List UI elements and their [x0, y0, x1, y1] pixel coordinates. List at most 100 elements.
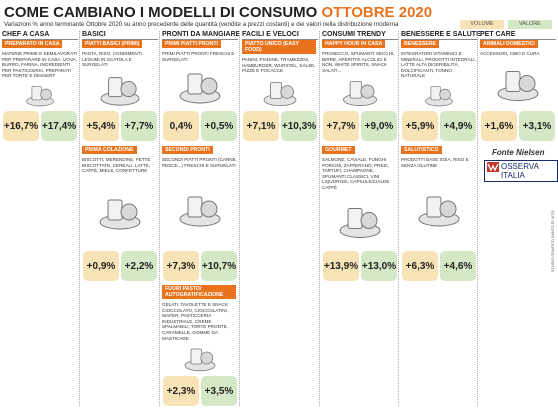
- volume-value: +0,9%: [83, 251, 119, 281]
- card: PRIMI PIATTI PRONTI PRIMI PIATTI PRONTI F…: [162, 40, 238, 142]
- column-rule: [401, 39, 477, 40]
- illustration: [418, 196, 460, 227]
- card-label: PREPARATO IN CASA: [2, 40, 63, 48]
- card-text: PANINI, PIADINE, TRAMEZZINI, HAMBURGER, …: [242, 57, 316, 74]
- column-rule: [82, 39, 158, 40]
- card-text: PRODOTTI BASE SOIA, RISO E SENZA GLUTINE: [401, 157, 469, 168]
- card: PIATTI BASICI (PRIMI) PASTA, RISO, CONDIM…: [82, 40, 158, 142]
- card-text: MATERIE PRIME E SEMILAVORATI PER PREPARA…: [2, 51, 77, 79]
- column-rule: [2, 39, 78, 40]
- card-text: SECONDI PIATTI PRONTI (CARNE, PESCE...) …: [162, 157, 237, 168]
- illustration: [99, 199, 141, 230]
- column-separator: [319, 31, 320, 406]
- illustration: [343, 81, 377, 106]
- volume-value: +16,7%: [3, 111, 39, 141]
- column-title: CONSUMI TRENDY: [322, 31, 386, 38]
- logo-text: OSSERVA ITALIA: [501, 162, 539, 180]
- illustration: [100, 77, 140, 106]
- column-rule: [322, 39, 398, 40]
- card-text: BISCOTTI, MERENDINE, FETTE BISCOTTATE, C…: [82, 157, 151, 174]
- column-rule: [480, 39, 556, 40]
- column-title: CHEF A CASA: [2, 31, 50, 38]
- card: BENESSERE INTEGRATORI VITAMINICI E MINERA…: [401, 40, 477, 142]
- valore-value: +3,1%: [519, 111, 555, 141]
- valore-value: +4,6%: [440, 251, 476, 281]
- volume-value: +1,6%: [481, 111, 517, 141]
- illustration: [497, 71, 539, 101]
- card-label: PRIMI PIATTI PRONTI: [162, 40, 221, 48]
- card-text: PRIMI PIATTI PRONTI FRESCHI E SURGELATI: [162, 51, 235, 62]
- volume-value: +13,9%: [323, 251, 359, 281]
- valore-value: +3,5%: [201, 376, 237, 406]
- card-text: INTEGRATORI VITAMINICI E MINERALI, PRODO…: [401, 51, 476, 79]
- valore-value: +10,3%: [281, 111, 317, 141]
- card-text: PASTA, RISO, CONDIMENTI, LEGUMI IN SCATO…: [82, 51, 144, 68]
- card: PRIMA COLAZIONE BISCOTTI, MERENDINE, FETT…: [82, 146, 158, 282]
- credit: STUDIO GRAFICO SANTO DI VITO: [551, 210, 555, 272]
- card: ANIMALI DOMESTICI ACCESSORI, CIBO E CURA +…: [480, 40, 556, 142]
- card: PIATTO UNICO (EASY FOOD) PANINI, PIADINE,…: [242, 40, 318, 142]
- volume-value: +2,3%: [163, 376, 199, 406]
- volume-value: +5,4%: [83, 111, 119, 141]
- card-text: ACCESSORI, CIBO E CURA: [480, 51, 540, 56]
- card: SECONDI PRONTI SECONDI PIATTI PRONTI (CAR…: [162, 146, 238, 282]
- card-label: PRIMA COLAZIONE: [82, 146, 137, 154]
- valore-value: +0,5%: [201, 111, 237, 141]
- column-title: PRONTI DA MANGIARE: [162, 31, 241, 38]
- volume-value: +7,7%: [323, 111, 359, 141]
- column-title: PET CARE: [480, 31, 516, 38]
- card-label: PIATTI BASICI (PRIMI): [82, 40, 143, 48]
- column-rule: [242, 39, 318, 40]
- volume-value: 0,4%: [163, 111, 199, 141]
- illustration: [425, 86, 453, 107]
- column-title: FACILI E VELOCI: [242, 31, 299, 38]
- card-text: PROSECCO, SPUMANTI SECCHI, BIRRE, APERIT…: [322, 51, 395, 73]
- card: GOURMET SALMONE, CAVIALE, FUNGHI PORCINI,…: [322, 146, 398, 282]
- legend-valore: VALORE: [508, 20, 552, 29]
- valore-value: +4,9%: [440, 111, 476, 141]
- card-text: SALMONE, CAVIALE, FUNGHI PORCINI, ZAFFER…: [322, 157, 390, 190]
- illustration: [179, 196, 221, 227]
- illustration: [184, 348, 216, 372]
- column-separator: [477, 31, 478, 406]
- column-title: BASICI: [82, 31, 106, 38]
- card-label: GOURMET: [322, 146, 355, 154]
- subtitle: Variazioni % anno terminante Ottobre 202…: [4, 21, 399, 28]
- volume-value: +6,3%: [402, 251, 438, 281]
- logo-mark: [487, 162, 499, 172]
- valore-value: +7,7%: [121, 111, 157, 141]
- column-separator: [79, 31, 80, 406]
- valore-value: +9,0%: [361, 111, 397, 141]
- valore-value: +13,0%: [361, 251, 397, 281]
- column-title: BENESSERE E SALUTE: [401, 31, 481, 38]
- illustration: [179, 73, 221, 104]
- valore-value: +10,7%: [201, 251, 237, 281]
- valore-value: +17,4%: [41, 111, 77, 141]
- column-separator: [159, 31, 160, 406]
- column-separator: [398, 31, 399, 406]
- source: Fonte Nielsen: [492, 148, 545, 157]
- card-label: ANIMALI DOMESTICI: [480, 40, 538, 48]
- illustration: [339, 208, 381, 238]
- volume-value: +7,1%: [243, 111, 279, 141]
- volume-value: +7,3%: [163, 251, 199, 281]
- card-label: FUORI PASTO/ AUTOGRATIFICAZIONE: [162, 285, 236, 299]
- title-main: COME CAMBIANO I MODELLI DI CONSUMO: [4, 4, 318, 21]
- column-separator: [239, 31, 240, 406]
- valore-value: +2,2%: [121, 251, 157, 281]
- card-label: SALUTISTICO: [401, 146, 442, 154]
- card-label: HAPPY HOUR IN CASA: [322, 40, 386, 48]
- title: COME CAMBIANO I MODELLI DI CONSUMO OTTOB…: [4, 4, 432, 21]
- column-rule: [162, 39, 238, 40]
- card-label: PIATTO UNICO (EASY FOOD): [242, 40, 316, 54]
- volume-value: +5,9%: [402, 111, 438, 141]
- illustration: [263, 82, 297, 106]
- card: SALUTISTICO PRODOTTI BASE SOIA, RISO E SE…: [401, 146, 477, 282]
- title-highlight: OTTOBRE 2020: [321, 4, 433, 21]
- card: HAPPY HOUR IN CASA PROSECCO, SPUMANTI SEC…: [322, 40, 398, 142]
- legend-volume: VOLUME: [460, 20, 504, 29]
- card: PREPARATO IN CASA MATERIE PRIME E SEMILAV…: [2, 40, 78, 142]
- illustration: [26, 86, 54, 107]
- card-text: GELATI, TAVOLETTE E SNACK CIOCCOLATO, CI…: [162, 302, 229, 341]
